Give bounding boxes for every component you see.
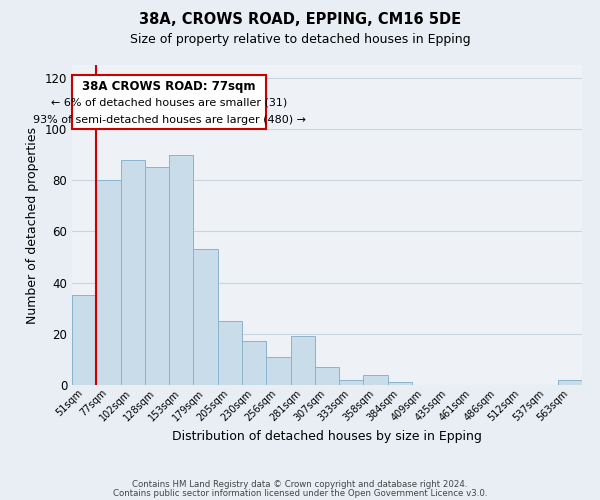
- Bar: [339, 380, 364, 385]
- Y-axis label: Number of detached properties: Number of detached properties: [26, 126, 39, 324]
- Bar: [364, 375, 388, 385]
- Bar: [72, 296, 96, 385]
- Bar: [121, 160, 145, 385]
- Bar: [193, 250, 218, 385]
- Bar: [218, 321, 242, 385]
- Bar: [96, 180, 121, 385]
- FancyBboxPatch shape: [72, 75, 266, 129]
- Text: Contains public sector information licensed under the Open Government Licence v3: Contains public sector information licen…: [113, 488, 487, 498]
- Text: 38A, CROWS ROAD, EPPING, CM16 5DE: 38A, CROWS ROAD, EPPING, CM16 5DE: [139, 12, 461, 28]
- Text: ← 6% of detached houses are smaller (31): ← 6% of detached houses are smaller (31): [51, 98, 287, 108]
- Text: Size of property relative to detached houses in Epping: Size of property relative to detached ho…: [130, 32, 470, 46]
- Bar: [290, 336, 315, 385]
- Bar: [266, 357, 290, 385]
- Bar: [242, 342, 266, 385]
- Bar: [315, 367, 339, 385]
- Bar: [145, 168, 169, 385]
- Text: Contains HM Land Registry data © Crown copyright and database right 2024.: Contains HM Land Registry data © Crown c…: [132, 480, 468, 489]
- Bar: [558, 380, 582, 385]
- Bar: [169, 154, 193, 385]
- Text: 38A CROWS ROAD: 77sqm: 38A CROWS ROAD: 77sqm: [82, 80, 256, 93]
- X-axis label: Distribution of detached houses by size in Epping: Distribution of detached houses by size …: [172, 430, 482, 442]
- Text: 93% of semi-detached houses are larger (480) →: 93% of semi-detached houses are larger (…: [32, 115, 305, 125]
- Bar: [388, 382, 412, 385]
